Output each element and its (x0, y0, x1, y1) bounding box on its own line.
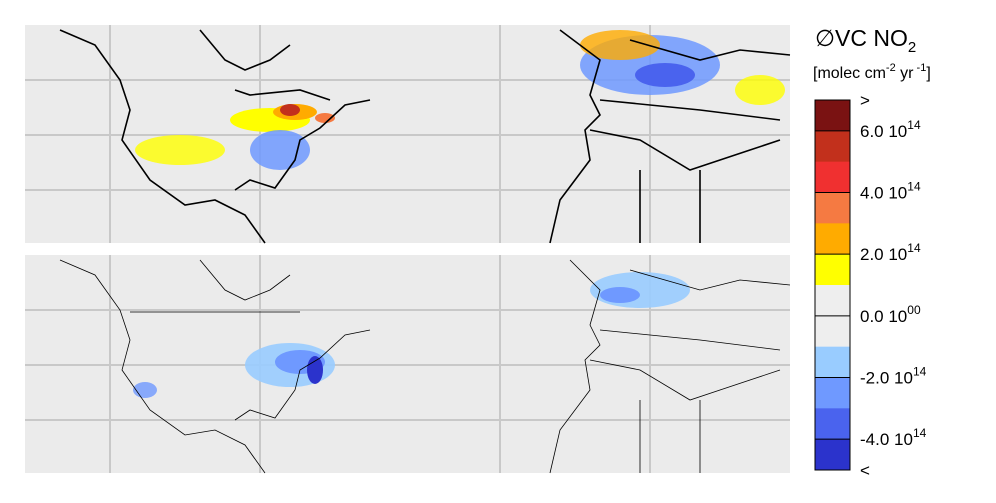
label-text: 0.0 10 (860, 307, 907, 326)
colorbar-label: -4.0 1014 (860, 426, 927, 449)
units-close: ] (926, 65, 930, 82)
colorbar-segment (815, 192, 850, 224)
label-exp: 14 (913, 365, 927, 379)
colorbar-label: 4.0 1014 (860, 180, 921, 203)
label-text: 6.0 10 (860, 122, 907, 141)
colorbar-segment (815, 223, 850, 255)
label-text: -4.0 10 (860, 430, 913, 449)
colorbar-label: 6.0 1014 (860, 118, 921, 141)
label-exp: 00 (907, 303, 921, 317)
colorbar-segment (815, 346, 850, 378)
colorbar-segment (815, 315, 850, 348)
colorbar-label: -2.0 1014 (860, 365, 927, 388)
colorbar-label: 2.0 1014 (860, 241, 921, 264)
label-text: 2.0 10 (860, 245, 907, 264)
label-exp: 14 (913, 426, 927, 440)
units-exp1: -2 (886, 62, 896, 74)
map-bottom (25, 255, 791, 474)
units-exp2: -1 (913, 62, 926, 74)
title-main: ∅VC NO (815, 25, 908, 51)
colorbar-segment (815, 285, 850, 317)
label-exp: 14 (907, 241, 921, 255)
colorbar-segment (815, 130, 850, 163)
label-text: -2.0 10 (860, 369, 913, 388)
colorbar-frame (814, 99, 851, 471)
colorbar-segment (815, 439, 850, 471)
colorbar-segment (815, 254, 850, 286)
colorbar-label: > (860, 91, 870, 110)
units-mid: yr (896, 65, 914, 82)
colorbar-segment (815, 408, 850, 440)
label-exp: 14 (907, 180, 921, 194)
colorbar-segment (815, 100, 850, 132)
colorbar-label: < (860, 461, 870, 480)
colorbar-segment (815, 161, 850, 193)
map-top (25, 25, 791, 244)
label-text: < (860, 461, 870, 480)
units-open: [molec cm (813, 65, 886, 82)
label-text: 4.0 10 (860, 184, 907, 203)
colorbar-segment (815, 377, 850, 409)
label-text: > (860, 91, 870, 110)
label-exp: 14 (907, 118, 921, 132)
title-sub: 2 (908, 39, 916, 56)
legend-title: ∅VC NO2 (815, 25, 916, 56)
legend-units: [molec cm-2 yr -1] (813, 62, 931, 82)
colorbar-label: 0.0 1000 (860, 303, 921, 326)
